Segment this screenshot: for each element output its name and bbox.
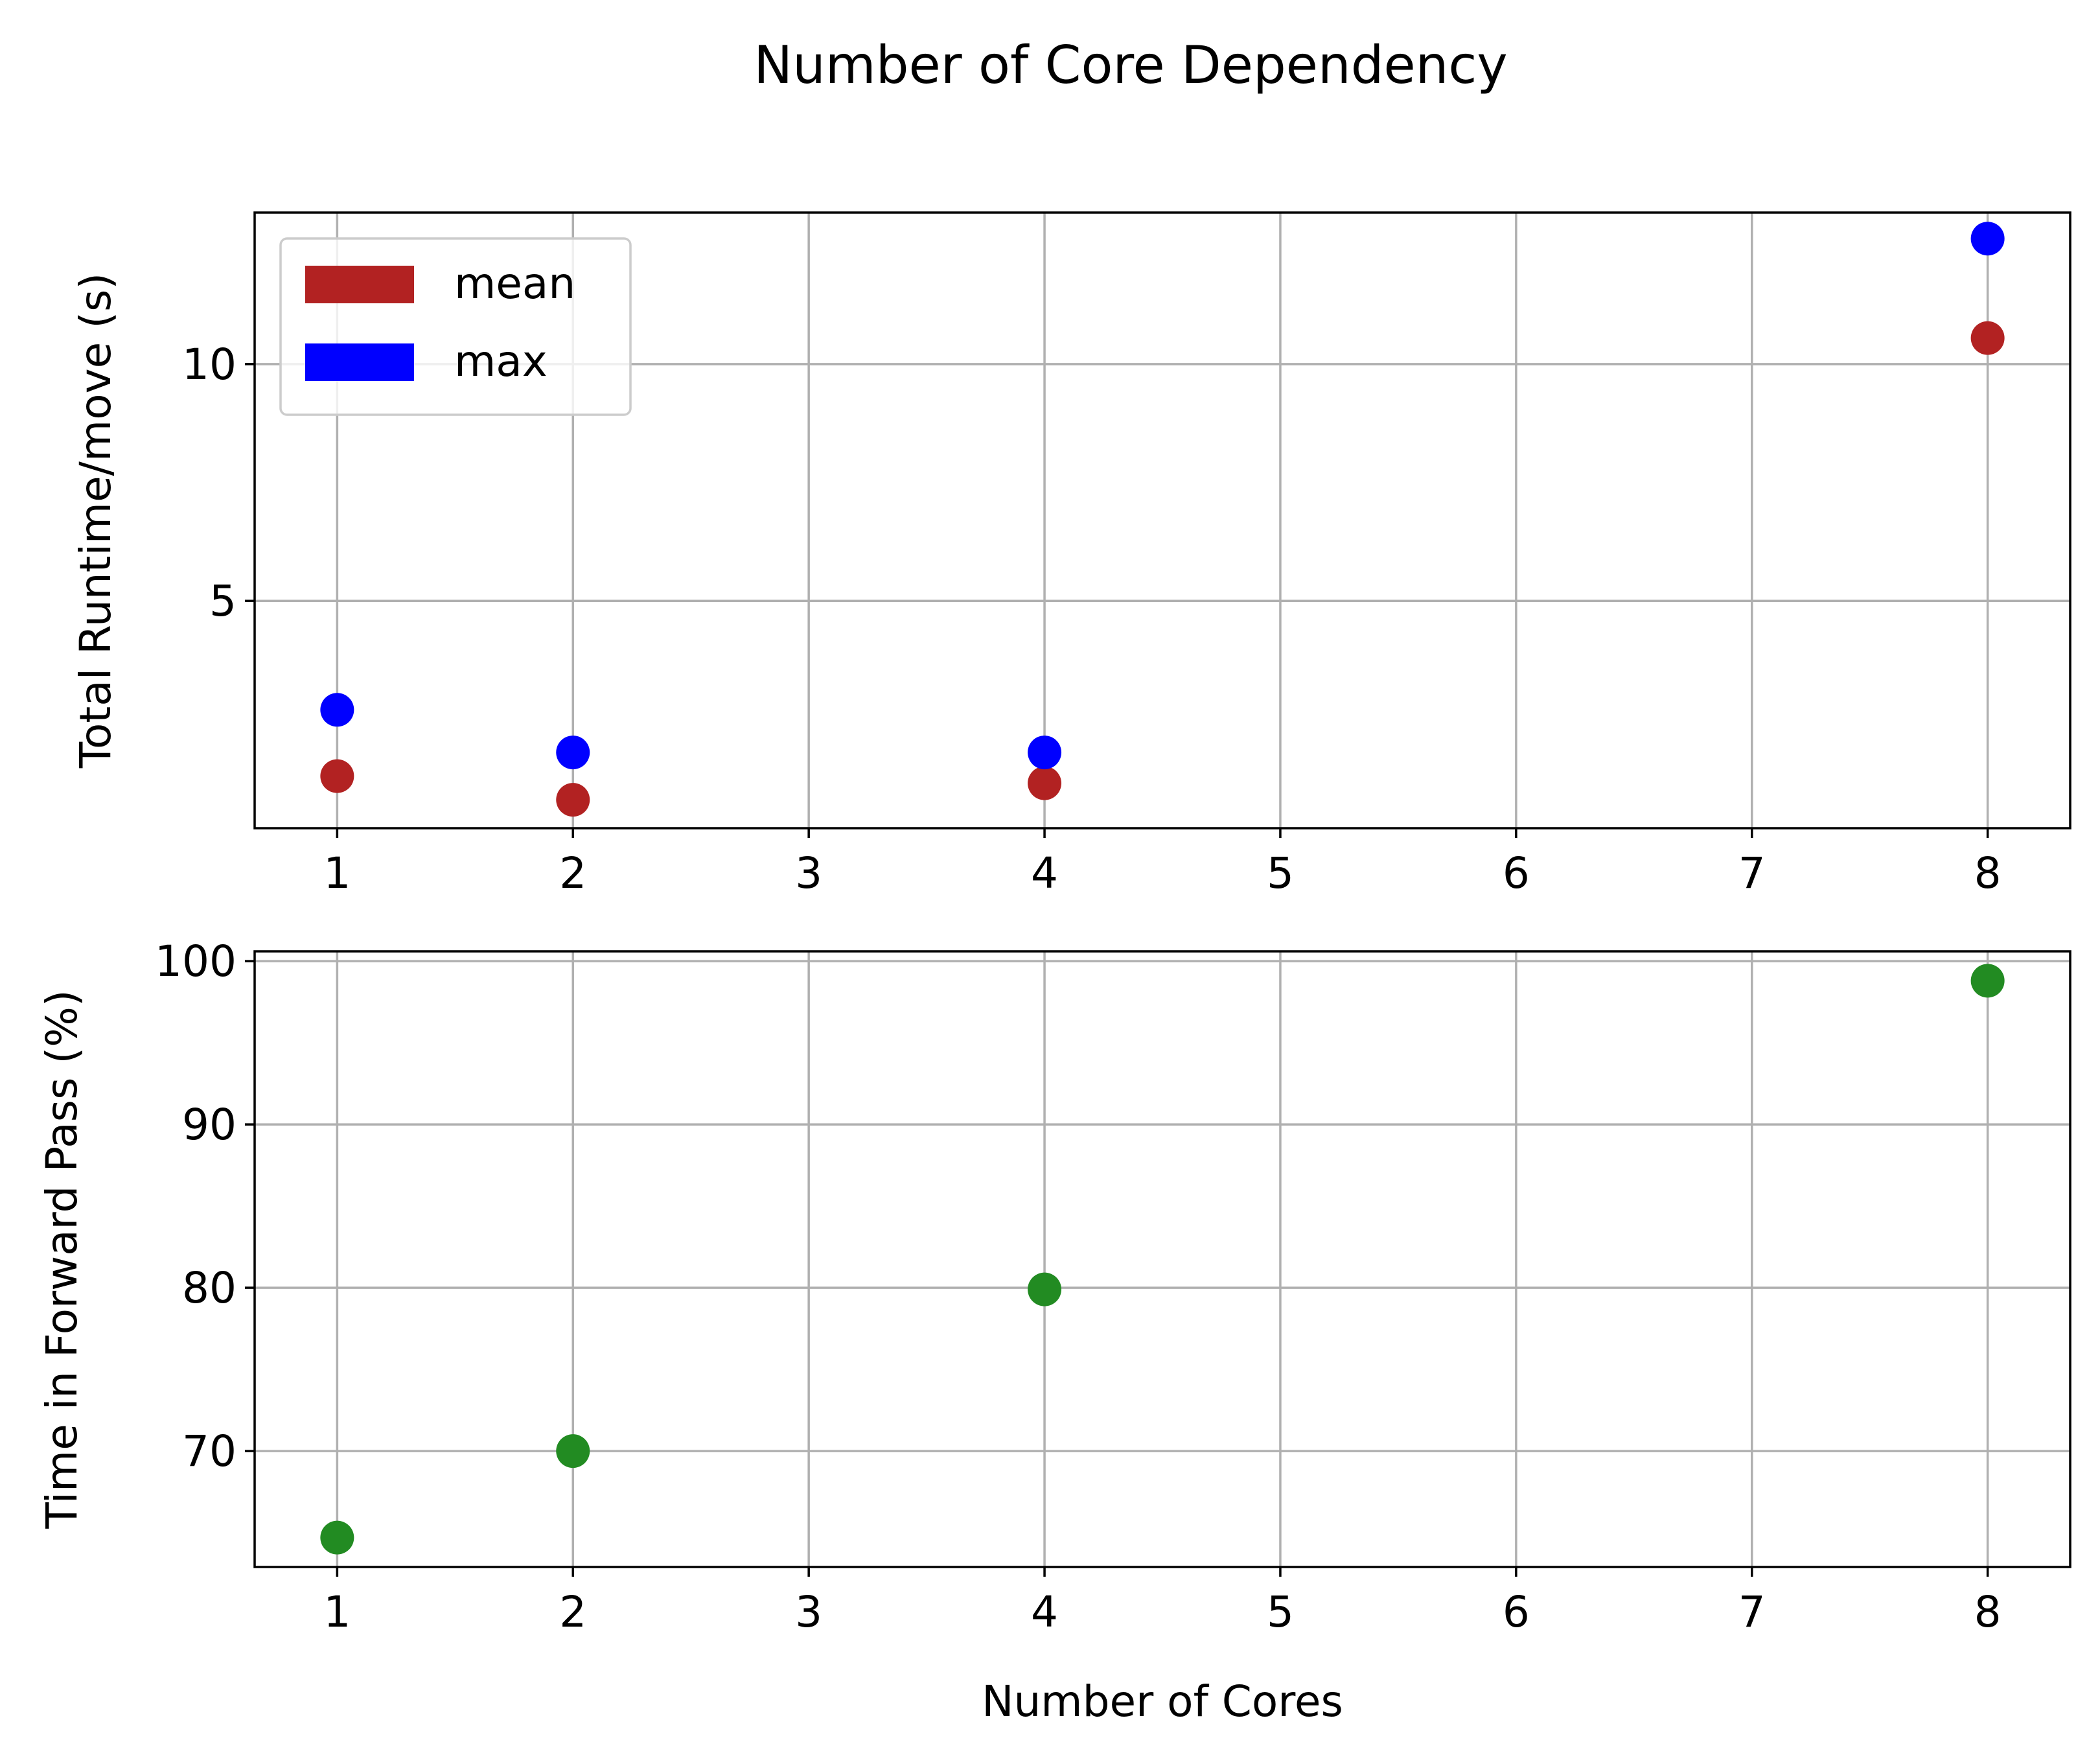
x-tick-label: 2 xyxy=(559,1587,586,1637)
y-tick-label: 80 xyxy=(182,1263,237,1313)
y-axis-label: Time in Forward Pass (%) xyxy=(37,990,87,1529)
data-point xyxy=(556,1434,590,1468)
data-point xyxy=(1028,1272,1062,1306)
data-point xyxy=(1970,222,2005,256)
legend-label: mean xyxy=(454,259,575,308)
data-point xyxy=(1028,766,1062,800)
x-tick-label: 3 xyxy=(795,848,822,898)
x-tick-label: 8 xyxy=(1974,1587,2002,1637)
x-tick-label: 5 xyxy=(1267,1587,1294,1637)
x-tick-label: 7 xyxy=(1738,1587,1766,1637)
data-point xyxy=(556,783,590,817)
forward-pass-panel: 1 2 3 4 5 6 7 8 70 80 90 100 Time in Forward Pass (%… xyxy=(37,936,2071,1726)
x-tick-label: 4 xyxy=(1031,848,1058,898)
legend-swatch xyxy=(305,266,414,303)
x-tick-label: 1 xyxy=(323,848,351,898)
y-tick-label: 5 xyxy=(209,576,237,626)
x-tick-label: 1 xyxy=(323,1587,351,1637)
x-tick-label: 2 xyxy=(559,848,586,898)
figure-title: Number of Core Dependency xyxy=(754,35,1507,95)
plot-frame xyxy=(253,211,2071,830)
x-tick-label: 7 xyxy=(1738,848,1766,898)
x-tick-label: 5 xyxy=(1267,848,1294,898)
data-point xyxy=(1970,321,2005,355)
legend-label: max xyxy=(454,336,548,386)
data-point xyxy=(1970,964,2005,998)
legend: mean max xyxy=(279,237,632,416)
plot-frame xyxy=(253,950,2071,1568)
y-tick-label: 100 xyxy=(155,936,237,986)
y-tick-label: 70 xyxy=(182,1426,237,1476)
legend-swatch xyxy=(305,343,414,381)
data-point xyxy=(320,1520,354,1555)
y-axis-label: Total Runtime/move (s) xyxy=(71,273,121,769)
data-point xyxy=(320,693,354,727)
x-axis-label: Number of Cores xyxy=(982,1677,1343,1726)
runtime-panel: 1 2 3 4 5 6 7 8 5 10 Total Runtime/move (s) mean max xyxy=(71,211,2071,898)
data-point xyxy=(320,759,354,793)
data-point xyxy=(556,736,590,770)
y-tick-label: 90 xyxy=(182,1100,237,1150)
x-tick-label: 8 xyxy=(1974,848,2002,898)
x-tick-label: 4 xyxy=(1031,1587,1058,1637)
x-tick-label: 3 xyxy=(795,1587,822,1637)
data-point xyxy=(1028,736,1062,770)
x-tick-label: 6 xyxy=(1503,848,1530,898)
x-tick-label: 6 xyxy=(1503,1587,1530,1637)
y-tick-label: 10 xyxy=(182,340,237,389)
